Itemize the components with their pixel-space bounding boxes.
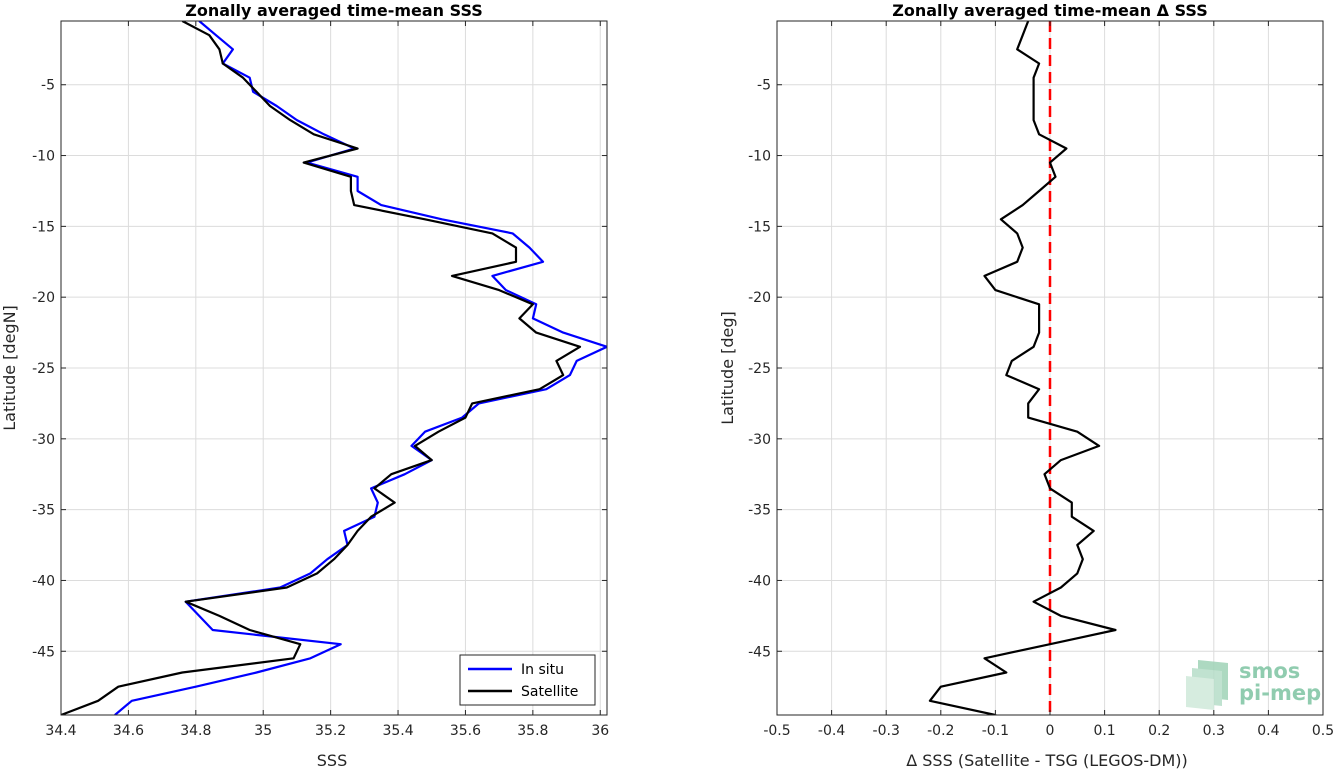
series-line-0 [928, 21, 1117, 715]
right-x-ticks: -0.5 -0.4 -0.3 -0.2 -0.1 0 0.1 0.2 0.3 0.4 0.5 [763, 21, 1334, 739]
logo-line-1: smos [1239, 659, 1300, 683]
left-y-axis-label: Latitude [degN] [0, 305, 19, 431]
logo-line-2: pi-mep [1239, 681, 1321, 705]
x-tick-label: -0.5 [763, 723, 790, 739]
left-legend: In situ Satellite [459, 654, 596, 706]
x-tick-label: 35 [254, 723, 272, 739]
y-tick-label: -35 [32, 503, 55, 519]
legend-satellite-label: Satellite [521, 684, 578, 700]
y-tick-label: -30 [748, 432, 771, 448]
y-tick-label: -25 [748, 361, 771, 377]
x-tick-label: -0.2 [927, 723, 954, 739]
y-tick-label: -45 [32, 644, 55, 660]
right-panel: smos pi-mep -0.5 -0.4 -0.3 -0.2 -0.1 0 0.1 0.2 0… [718, 1, 1334, 769]
left-y-ticks: -5 -10 -15 -20 -25 -30 -35 -40 -45 [32, 78, 607, 660]
x-tick-label: 0 [1046, 723, 1055, 739]
x-tick-label: 0.5 [1312, 723, 1334, 739]
x-tick-label: 35.4 [382, 723, 413, 739]
x-tick-label: 36 [591, 723, 609, 739]
x-tick-label: 35.6 [450, 723, 481, 739]
right-y-ticks: -5 -10 -15 -20 -25 -30 -35 -40 -45 [748, 78, 1323, 660]
x-tick-label: -0.4 [818, 723, 845, 739]
x-tick-label: 0.2 [1148, 723, 1170, 739]
y-tick-label: -5 [757, 78, 771, 94]
y-tick-label: -15 [32, 219, 55, 235]
x-tick-label: 34.6 [113, 723, 144, 739]
right-series [928, 21, 1117, 715]
left-chart-title: Zonally averaged time-mean SSS [185, 1, 483, 20]
y-tick-label: -15 [748, 219, 771, 235]
y-tick-label: -5 [41, 78, 55, 94]
y-tick-label: -35 [748, 503, 771, 519]
x-tick-label: 0.4 [1257, 723, 1279, 739]
right-chart-title: Zonally averaged time-mean Δ SSS [892, 1, 1208, 20]
y-tick-label: -10 [748, 149, 771, 165]
right-y-axis-label: Latitude [deg] [718, 311, 737, 425]
y-tick-label: -25 [32, 361, 55, 377]
left-series [61, 21, 607, 715]
y-tick-label: -20 [32, 290, 55, 306]
series-line-satellite [61, 21, 582, 715]
legend-in-situ-label: In situ [521, 662, 564, 678]
y-tick-label: -10 [32, 149, 55, 165]
x-tick-label: 35.2 [315, 723, 346, 739]
y-tick-label: -40 [32, 573, 55, 589]
x-tick-label: 34.8 [180, 723, 211, 739]
y-tick-label: -20 [748, 290, 771, 306]
y-tick-label: -30 [32, 432, 55, 448]
left-panel: 34.4 34.6 34.8 35 35.2 35.4 35.6 35.8 36 -5 -10 -1… [0, 1, 609, 769]
x-tick-label: 0.1 [1093, 723, 1115, 739]
right-x-axis-label: Δ SSS (Satellite - TSG (LEGOS-DM)) [906, 751, 1188, 769]
left-x-ticks: 34.4 34.6 34.8 35 35.2 35.4 35.6 35.8 36 [45, 21, 609, 739]
x-tick-label: 34.4 [45, 723, 76, 739]
x-tick-label: 0.3 [1203, 723, 1225, 739]
smos-pi-mep-logo: smos pi-mep [1186, 659, 1321, 710]
y-tick-label: -45 [748, 644, 771, 660]
x-tick-label: 35.8 [517, 723, 548, 739]
left-x-axis-label: SSS [317, 751, 347, 769]
x-tick-label: -0.1 [982, 723, 1009, 739]
x-tick-label: -0.3 [873, 723, 900, 739]
y-tick-label: -40 [748, 573, 771, 589]
